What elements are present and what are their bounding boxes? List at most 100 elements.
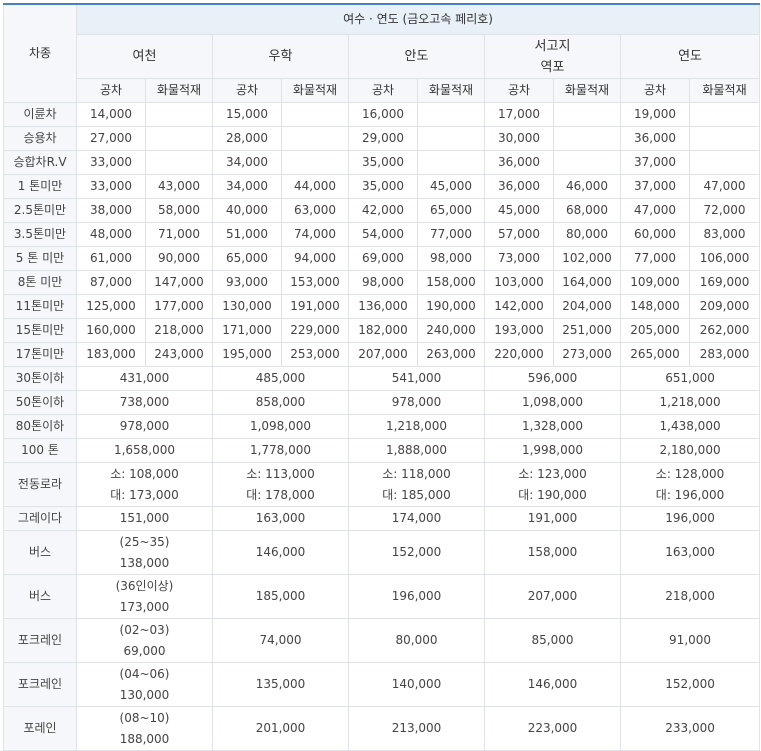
fare-empty-cell: 193,000 xyxy=(484,318,554,343)
table-row: 17톤미만 183,000 243,000 195,000 253,000 207,000… xyxy=(3,342,761,367)
fare-value: 223,000 xyxy=(527,721,578,735)
fare-cargo-cell xyxy=(553,102,621,127)
fare-value: 485,000 xyxy=(255,371,306,385)
port-header-row: 여천 우학 안도 서고지 역포 연도 xyxy=(4,34,761,79)
empty-vehicle-header: 공차 xyxy=(348,78,418,103)
port-name: 역포 xyxy=(540,59,565,75)
fare-cargo-cell: 273,000 xyxy=(553,342,621,367)
fare-cargo-cell: 83,000 xyxy=(688,222,761,247)
fare-cargo-cell xyxy=(417,126,485,151)
table-row: 30톤이하 431,000 485,000 541,000 596,000 651,000 xyxy=(3,366,761,391)
port-header: 우학 xyxy=(212,34,349,79)
fare-cargo-cell: 253,000 xyxy=(281,342,349,367)
fare-value: (25~35) xyxy=(119,534,170,549)
fare-value: 152,000 xyxy=(391,545,442,559)
fare-empty-cell: 37,000 xyxy=(620,174,690,199)
fare-cargo-cell: 102,000 xyxy=(553,246,621,271)
fare-cell: 174,000 xyxy=(348,506,485,531)
cargo-loaded-header: 화물적재 xyxy=(145,78,213,103)
fare-empty-cell: 35,000 xyxy=(348,174,418,199)
fare-cargo-cell: 164,000 xyxy=(553,270,621,295)
fare-cell: 1,328,000 xyxy=(484,414,621,439)
vehicle-type-label: 80톤이하 xyxy=(3,414,77,439)
fare-empty-cell: 61,000 xyxy=(76,246,146,271)
fare-value: 소: 108,000 xyxy=(110,466,179,481)
fare-value: (02~03) xyxy=(119,622,170,637)
fare-cell: 2,180,000 xyxy=(619,438,761,463)
cargo-loaded-header: 화물적재 xyxy=(281,78,349,103)
fare-cargo-cell: 240,000 xyxy=(417,318,485,343)
fare-empty-cell: 36,000 xyxy=(620,126,690,151)
fare-cargo-cell xyxy=(145,150,213,175)
fare-cargo-cell: 94,000 xyxy=(281,246,349,271)
table-row: 80톤이하 978,000 1,098,000 1,218,000 1,328,000 1… xyxy=(3,414,761,439)
fare-value: 218,000 xyxy=(665,589,715,603)
fare-cargo-cell: 204,000 xyxy=(553,294,621,319)
fare-value: 130,000 xyxy=(119,687,170,702)
fare-cargo-cell: 80,000 xyxy=(553,222,621,247)
fare-empty-cell: 60,000 xyxy=(620,222,690,247)
fare-cargo-cell: 45,000 xyxy=(417,174,485,199)
fare-empty-cell: 47,000 xyxy=(620,198,690,223)
fare-cargo-cell xyxy=(145,126,213,151)
table-row: 승용차 27,000 28,000 29,000 30,000 36,000 xyxy=(3,126,761,151)
fare-value: 978,000 xyxy=(119,419,170,433)
table-row: 100 톤 1,658,000 1,778,000 1,888,000 1,998,00… xyxy=(3,438,761,463)
port-name: 여천 xyxy=(132,49,157,64)
fare-cell: 213,000 xyxy=(348,706,485,751)
fare-empty-cell: 36,000 xyxy=(484,174,554,199)
fare-value: 146,000 xyxy=(255,545,306,559)
fare-value: 201,000 xyxy=(255,721,306,735)
fare-value: 196,000 xyxy=(665,511,715,525)
fare-cell: 196,000 xyxy=(348,574,485,619)
table-row: 11톤미만 125,000 177,000 130,000 191,000 136,000… xyxy=(3,294,761,319)
fare-value: 1,328,000 xyxy=(521,419,584,433)
fare-empty-cell: 65,000 xyxy=(212,246,282,271)
fare-cell: 1,438,000 xyxy=(619,414,761,439)
table-row: 포크레인 (02~03) 69,000 74,000 80,000 85,000 91,00… xyxy=(3,618,761,663)
fare-empty-cell: 33,000 xyxy=(76,150,146,175)
fare-cell: 152,000 xyxy=(348,530,485,575)
fare-cargo-cell: 46,000 xyxy=(553,174,621,199)
fare-cell: 소: 118,000 대: 185,000 xyxy=(348,462,485,507)
fare-value: 541,000 xyxy=(391,371,442,385)
fare-empty-cell: 17,000 xyxy=(484,102,554,127)
fare-empty-cell: 48,000 xyxy=(76,222,146,247)
fare-cargo-cell: 243,000 xyxy=(145,342,213,367)
fare-body: 이륜차 14,000 15,000 16,000 17,000 19,000 승용차 27,0… xyxy=(3,102,761,751)
fare-value: 1,888,000 xyxy=(385,443,448,457)
fare-value: 대: 178,000 xyxy=(246,487,315,502)
fare-cargo-cell xyxy=(145,102,213,127)
fare-value: 소: 113,000 xyxy=(246,466,315,481)
fare-empty-cell: 136,000 xyxy=(348,294,418,319)
fare-value: 1,218,000 xyxy=(385,419,448,433)
fare-value: 651,000 xyxy=(665,371,715,385)
fare-cargo-cell: 283,000 xyxy=(688,342,761,367)
fare-value: 431,000 xyxy=(119,371,170,385)
fare-cargo-cell xyxy=(553,126,621,151)
vehicle-type-label: 15톤미만 xyxy=(3,318,77,343)
fare-value: 1,998,000 xyxy=(521,443,584,457)
table-row: 8톤 미만 87,000 147,000 93,000 153,000 98,000 158… xyxy=(3,270,761,295)
empty-vehicle-header: 공차 xyxy=(76,78,146,103)
vehicle-type-label: 3.5톤미만 xyxy=(3,222,77,247)
fare-cell: 91,000 xyxy=(619,618,761,663)
fare-cargo-cell: 71,000 xyxy=(145,222,213,247)
vehicle-type-label: 포크레인 xyxy=(3,618,77,663)
fare-empty-cell: 38,000 xyxy=(76,198,146,223)
fare-cell: 233,000 xyxy=(619,706,761,751)
fare-cell: 651,000 xyxy=(619,366,761,391)
fare-value: 213,000 xyxy=(391,721,442,735)
fare-cargo-cell: 77,000 xyxy=(417,222,485,247)
fare-empty-cell: 265,000 xyxy=(620,342,690,367)
vehicle-type-label: 5 톤 미만 xyxy=(3,246,77,271)
fare-cargo-cell xyxy=(281,126,349,151)
table-row: 전동로라 소: 108,000 대: 173,000 소: 113,000 대: 178… xyxy=(3,462,761,507)
fare-empty-cell: 15,000 xyxy=(212,102,282,127)
table-row: 그레이다 151,000 163,000 174,000 191,000 196,000 xyxy=(3,506,761,531)
fare-cell: 191,000 xyxy=(484,506,621,531)
fare-value: 135,000 xyxy=(255,677,306,691)
fare-empty-cell: 51,000 xyxy=(212,222,282,247)
table-row: 버스 (36인이상) 173,000 185,000 196,000 207,000 218… xyxy=(3,574,761,619)
table-row: 포크레인 (04~06) 130,000 135,000 140,000 146,000 1… xyxy=(3,662,761,707)
